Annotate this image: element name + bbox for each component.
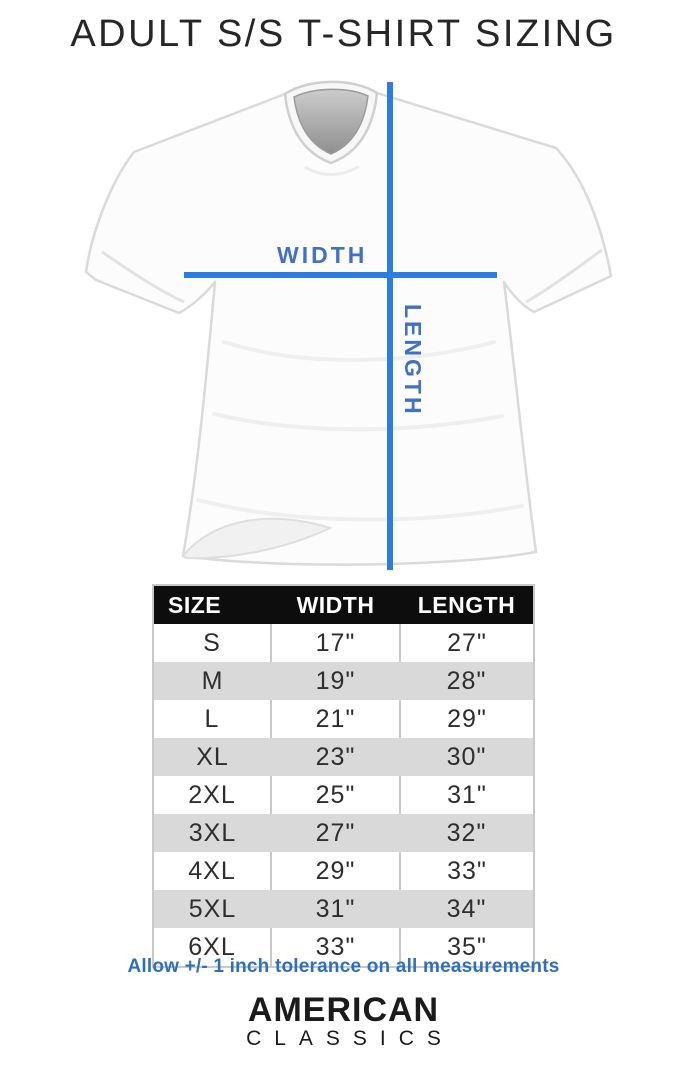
size-cell: XL [196, 742, 229, 771]
length-cell: 32" [446, 818, 487, 847]
width-measure-line [184, 272, 497, 278]
header-length: LENGTH [400, 585, 534, 624]
shirt-diagram: WIDTH LENGTH [74, 80, 614, 580]
width-cell: 27" [315, 818, 356, 847]
table-row: 6XL 33" 35" [153, 928, 534, 967]
width-cell: 21" [270, 700, 400, 738]
page-title: ADULT S/S T-SHIRT SIZING [70, 13, 617, 55]
brand-logo: AMERICAN CLASSICS [0, 993, 687, 1050]
table-row: 5XL 31" 34" [153, 890, 534, 928]
header-size: SIZE [153, 585, 271, 624]
length-cell: 33" [399, 852, 534, 890]
brand-subname: CLASSICS [246, 1027, 454, 1050]
length-cell: 27" [399, 624, 534, 662]
table-header-row: SIZE WIDTH LENGTH [153, 585, 534, 624]
width-cell: 33" [270, 928, 400, 967]
table-row: S 17" 27" [153, 624, 534, 662]
table-row: 4XL 29" 33" [153, 852, 534, 890]
length-label: LENGTH [400, 304, 426, 417]
width-label: WIDTH [277, 242, 368, 268]
size-cell: 5XL [188, 894, 237, 923]
width-cell: 31" [315, 894, 356, 923]
width-cell: 25" [270, 776, 400, 814]
length-cell: 28" [446, 666, 487, 695]
length-cell: 35" [399, 928, 534, 967]
size-cell: L [204, 704, 220, 733]
length-cell: 34" [446, 894, 487, 923]
tolerance-note: Allow +/- 1 inch tolerance on all measur… [127, 956, 560, 977]
table-row: L 21" 29" [153, 700, 534, 738]
width-cell: 23" [315, 742, 356, 771]
width-cell: 17" [270, 624, 400, 662]
length-measure-line [387, 82, 393, 570]
size-cell: S [203, 628, 221, 657]
width-cell: 19" [315, 666, 356, 695]
width-cell: 29" [270, 852, 400, 890]
brand-name: AMERICAN [247, 991, 440, 1029]
table-row: 2XL 25" 31" [153, 776, 534, 814]
size-cell: 4XL [188, 856, 236, 885]
table-row: M 19" 28" [153, 662, 534, 700]
tshirt-illustration-icon [84, 80, 613, 566]
size-cell: M [201, 666, 224, 695]
size-cell: 6XL [188, 932, 236, 961]
table-row: XL 23" 30" [153, 738, 534, 776]
size-cell: 2XL [188, 780, 236, 809]
length-cell: 30" [446, 742, 487, 771]
length-cell: 29" [399, 700, 534, 738]
header-width: WIDTH [271, 585, 400, 624]
size-table: SIZE WIDTH LENGTH S 17" 27" M 19" 28" L … [152, 584, 535, 968]
length-cell: 31" [399, 776, 534, 814]
table-row: 3XL 27" 32" [153, 814, 534, 852]
size-cell: 3XL [188, 818, 237, 847]
